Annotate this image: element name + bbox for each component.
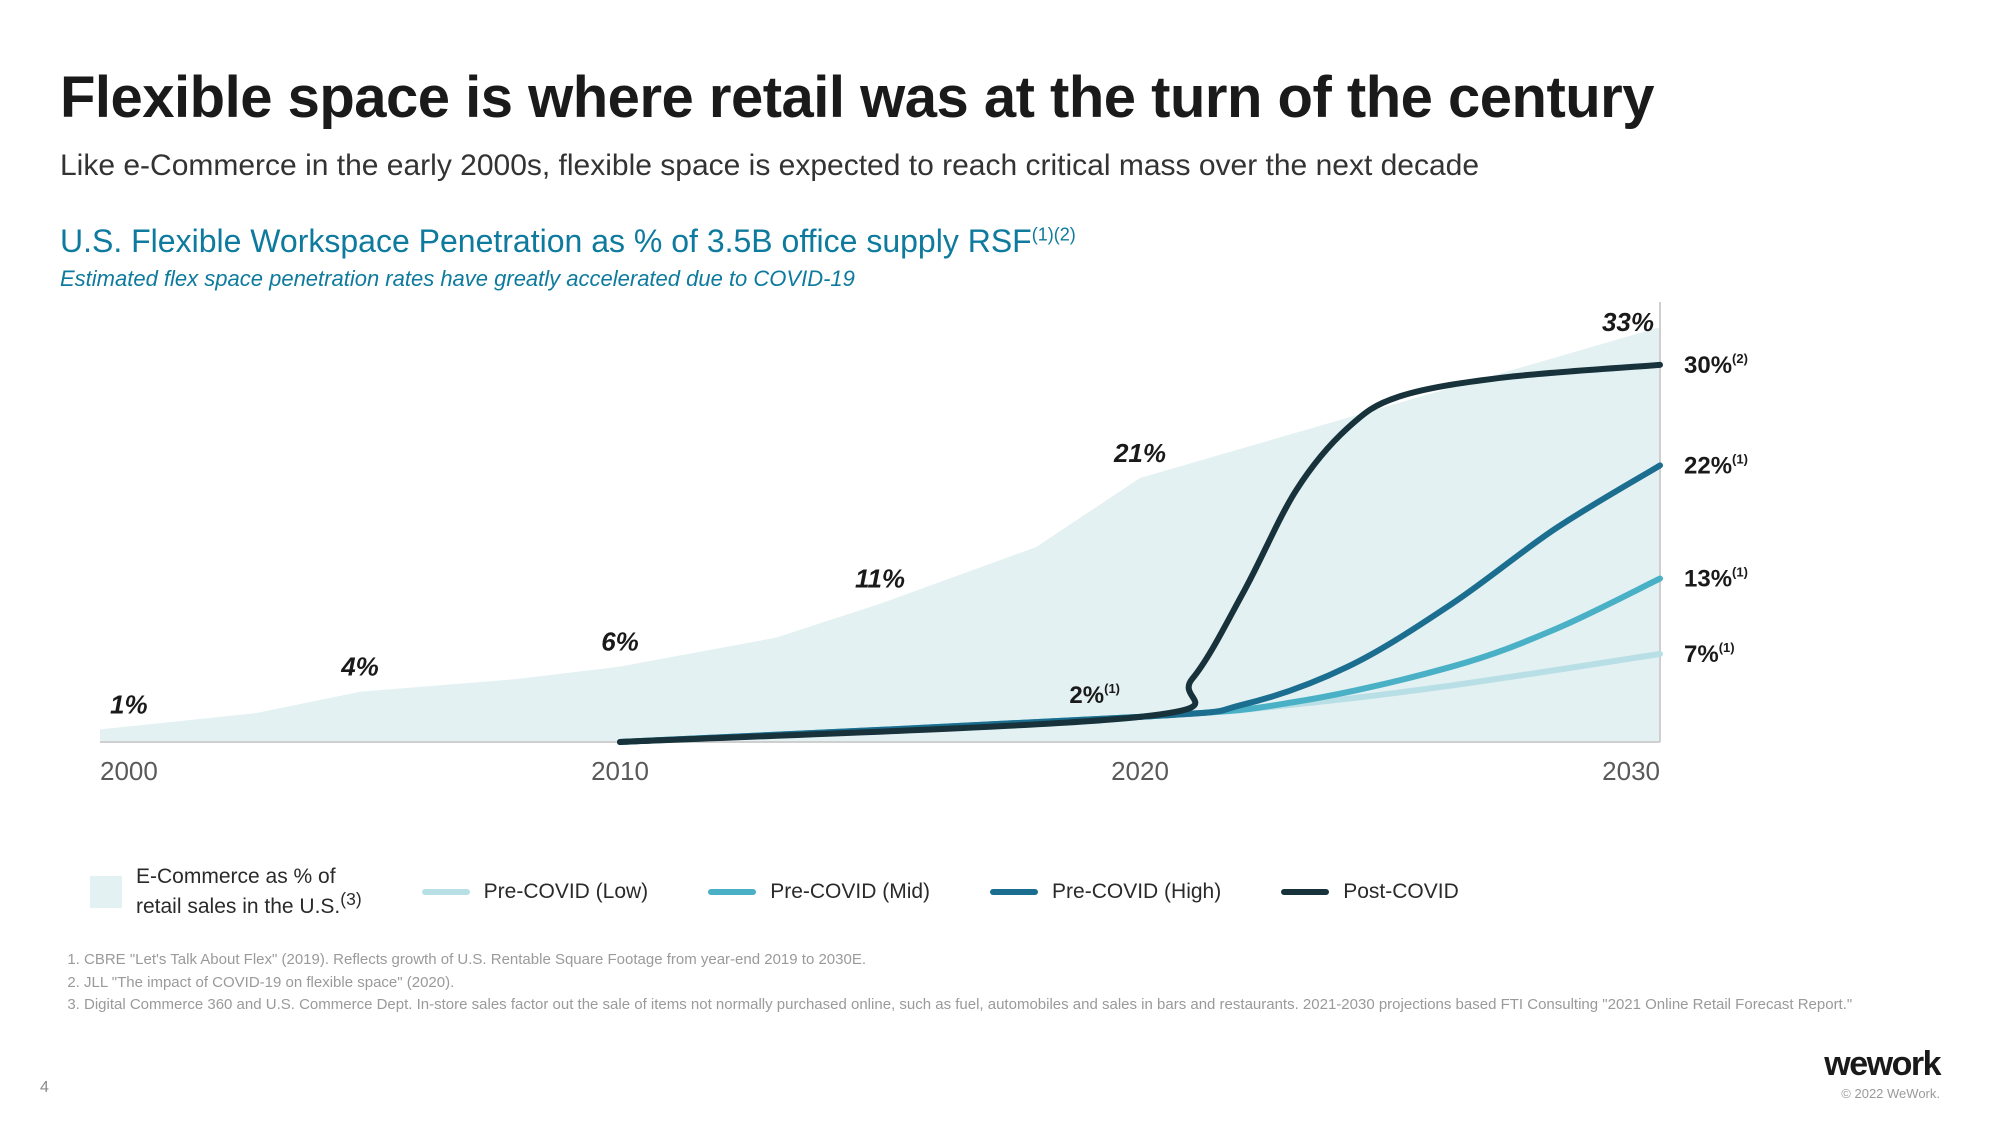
- legend-swatch: [422, 889, 470, 895]
- area-label: 33%: [1602, 307, 1654, 337]
- legend: E-Commerce as % of retail sales in the U…: [90, 864, 1940, 919]
- legend-swatch: [1281, 889, 1329, 895]
- chart-title-text: U.S. Flexible Workspace Penetration as %…: [60, 223, 1032, 259]
- footnote: CBRE "Let's Talk About Flex" (2019). Ref…: [84, 949, 1940, 972]
- footnote: Digital Commerce 360 and U.S. Commerce D…: [84, 994, 1940, 1017]
- footnote: JLL "The impact of COVID-19 on flexible …: [84, 972, 1940, 995]
- legend-item-pre_covid_high: Pre-COVID (High): [990, 880, 1221, 904]
- copyright: © 2022 WeWork.: [1824, 1086, 1940, 1101]
- area-label: 1%: [110, 689, 148, 719]
- legend-label: Pre-COVID (Low): [484, 880, 649, 904]
- footnotes: CBRE "Let's Talk About Flex" (2019). Ref…: [60, 949, 1940, 1017]
- end-label-pre_covid_mid: 13%(1): [1684, 565, 1748, 593]
- logo-block: wework © 2022 WeWork.: [1824, 1045, 1940, 1101]
- x-tick: 2020: [1111, 756, 1169, 786]
- legend-swatch-area: [90, 876, 122, 908]
- end-label-post_covid: 30%(2): [1684, 351, 1748, 379]
- chart-title-sup: (1)(2): [1032, 224, 1076, 244]
- legend-label: Pre-COVID (Mid): [770, 880, 930, 904]
- area-label: 11%: [855, 564, 905, 594]
- legend-item-post_covid: Post-COVID: [1281, 880, 1459, 904]
- chart-title: U.S. Flexible Workspace Penetration as %…: [60, 223, 1940, 260]
- end-label-pre_covid_high: 22%(1): [1684, 451, 1748, 479]
- page-subtitle: Like e-Commerce in the early 2000s, flex…: [60, 149, 1940, 183]
- brand-logo: wework: [1824, 1045, 1940, 1084]
- x-tick: 2030: [1602, 756, 1660, 786]
- x-tick: 2000: [100, 756, 158, 786]
- page-number: 4: [40, 1079, 49, 1097]
- chart-subtitle: Estimated flex space penetration rates h…: [60, 266, 1940, 292]
- end-label-pre_covid_low: 7%(1): [1684, 640, 1735, 668]
- legend-label-area: E-Commerce as % of retail sales in the U…: [136, 864, 362, 919]
- chart-area: 2000 2010 2020 2030 7%(1) 13%(1) 22%(1) 30%(2) 1…: [80, 302, 1880, 842]
- legend-swatch: [708, 889, 756, 895]
- legend-area: E-Commerce as % of retail sales in the U…: [90, 864, 362, 919]
- x-tick: 2010: [591, 756, 649, 786]
- legend-item-pre_covid_low: Pre-COVID (Low): [422, 880, 649, 904]
- legend-label: Pre-COVID (High): [1052, 880, 1221, 904]
- area-label: 6%: [601, 627, 639, 657]
- legend-item-pre_covid_mid: Pre-COVID (Mid): [708, 880, 930, 904]
- area-label: 21%: [1113, 438, 1166, 468]
- page-title: Flexible space is where retail was at th…: [60, 64, 1940, 131]
- legend-label: Post-COVID: [1343, 880, 1459, 904]
- area-label: 4%: [340, 652, 379, 682]
- legend-swatch: [990, 889, 1038, 895]
